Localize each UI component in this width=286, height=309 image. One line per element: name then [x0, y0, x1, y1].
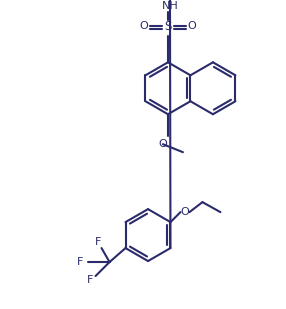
- Text: O: O: [188, 21, 196, 31]
- Text: O: O: [180, 207, 189, 217]
- Text: S: S: [164, 20, 172, 33]
- Text: F: F: [87, 275, 94, 285]
- Text: NH: NH: [162, 1, 178, 11]
- Text: F: F: [95, 237, 102, 247]
- Text: O: O: [159, 139, 167, 149]
- Text: F: F: [78, 257, 84, 267]
- Text: O: O: [140, 21, 148, 31]
